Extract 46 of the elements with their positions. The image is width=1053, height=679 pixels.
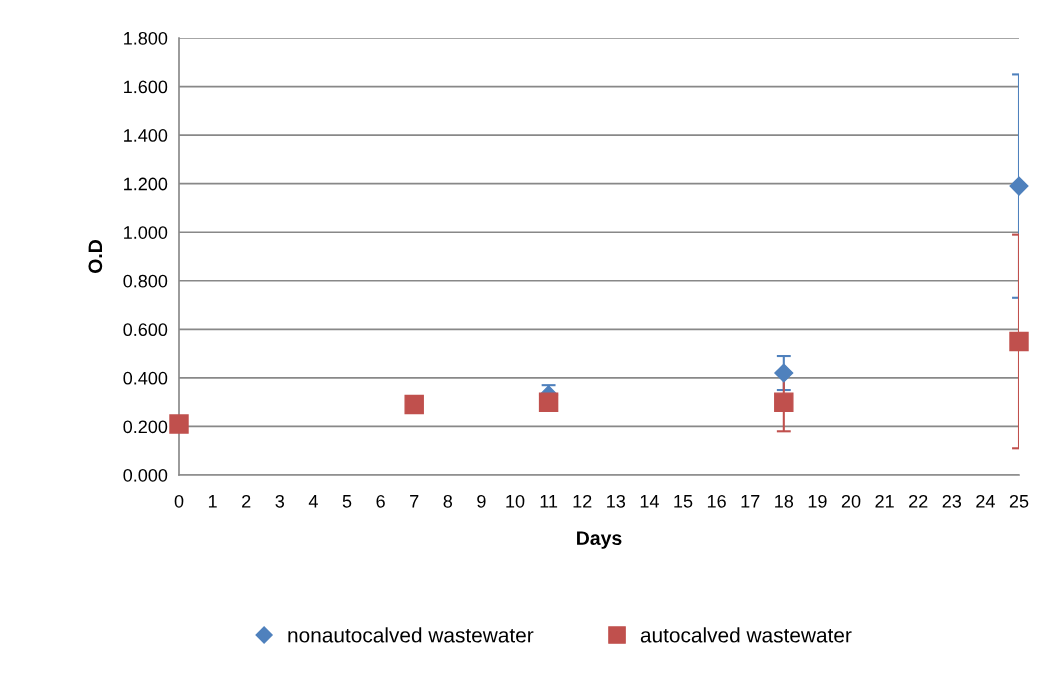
x-tick-label: 13	[607, 494, 626, 508]
x-tick-label: 9	[477, 494, 486, 508]
x-tick-label: 11	[540, 495, 558, 508]
x-tick-label: 4	[308, 495, 318, 508]
y-tick-label: 1.000	[124, 226, 168, 239]
x-tick-label: 25	[1009, 494, 1029, 508]
x-tick-label: 16	[707, 494, 726, 508]
y-tick-label: 0.200	[123, 420, 168, 434]
y-tick-label: 1.200	[124, 177, 168, 191]
y-tick-label: 1.800	[124, 31, 168, 45]
x-tick-label: 14	[640, 495, 659, 508]
legend-label: nonautocalved wastewater	[288, 627, 534, 643]
x-tick-label: 0	[174, 494, 184, 508]
point	[774, 392, 794, 412]
x-tick-label: 6	[376, 494, 385, 508]
y-tick-label: 0.000	[123, 468, 168, 482]
x-tick-label: 20	[841, 494, 861, 508]
point	[169, 414, 189, 434]
x-tick-label: 1	[208, 495, 217, 508]
point	[404, 394, 424, 415]
x-tick-label: 10	[506, 494, 525, 508]
x-tick-label: 15	[674, 495, 693, 508]
y-tick-label: 1.400	[124, 129, 168, 142]
x-tick-label: 18	[775, 494, 794, 508]
x-tick-label: 23	[942, 494, 962, 508]
x-tick-label: 17	[741, 495, 760, 508]
point	[774, 363, 794, 383]
legend-label: autocalved wastewater	[640, 627, 852, 643]
x-axis-title: Days	[577, 531, 622, 549]
y-axis-title: O.D	[88, 240, 103, 273]
x-tick-label: 19	[808, 494, 827, 508]
point	[1009, 331, 1029, 352]
y-tick-label: 0.600	[123, 323, 168, 337]
x-tick-label: 24	[976, 494, 995, 508]
y-tick-label: 0.400	[123, 371, 168, 385]
x-tick-label: 5	[342, 495, 352, 508]
point	[1009, 176, 1029, 196]
x-tick-label: 22	[909, 494, 928, 508]
x-tick-label: 2	[242, 494, 251, 508]
x-tick-label: 3	[275, 494, 285, 508]
y-tick-label: 1.600	[124, 80, 168, 94]
x-tick-label: 8	[443, 494, 453, 508]
x-tick-label: 7	[410, 495, 419, 508]
y-tick-label: 0.800	[123, 274, 168, 288]
x-tick-label: 12	[573, 494, 592, 508]
x-tick-label: 21	[875, 494, 894, 508]
